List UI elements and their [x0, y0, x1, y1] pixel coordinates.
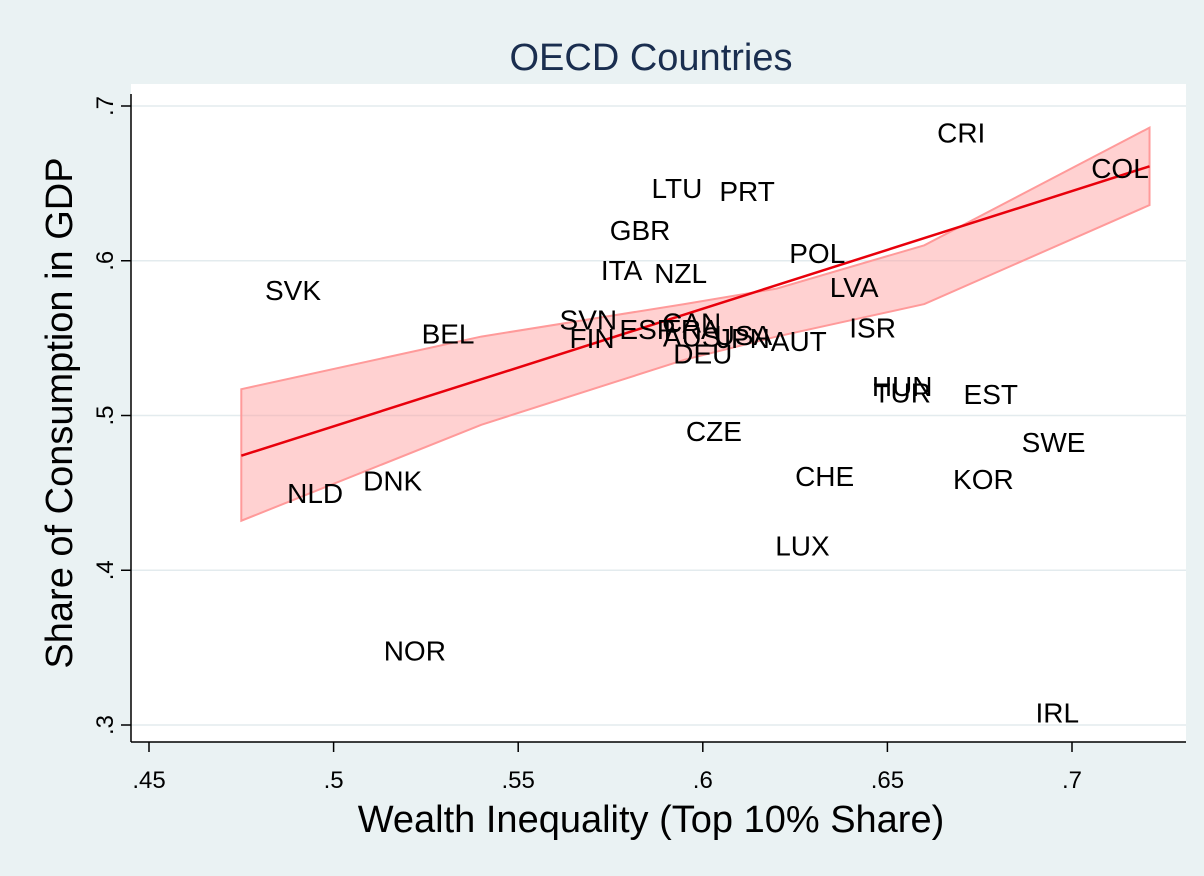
confidence-band	[240, 126, 1151, 523]
point-label-est: EST	[964, 379, 1018, 410]
point-label-cze: CZE	[686, 416, 742, 447]
point-label-esp: ESP	[619, 314, 675, 345]
point-label-deu: DEU	[673, 339, 732, 370]
plot-area	[131, 84, 1186, 742]
x-axis-title: Wealth Inequality (Top 10% Share)	[358, 799, 945, 841]
x-tick-label: .65	[871, 767, 904, 794]
gridlines	[131, 105, 1186, 726]
point-label-nzl: NZL	[654, 258, 707, 289]
point-label-col: COL	[1091, 153, 1149, 184]
point-label-nld: NLD	[287, 478, 343, 509]
point-label-swe: SWE	[1022, 427, 1086, 458]
point-label-aus: AUS	[663, 322, 721, 353]
point-label-irl: IRL	[1035, 698, 1079, 729]
point-label-aut: AUT	[771, 326, 827, 357]
y-tick-label: .7	[92, 96, 119, 116]
point-label-isr: ISR	[849, 312, 896, 343]
point-label-tur: TUR	[873, 377, 931, 408]
x-tick-label: .6	[693, 767, 713, 794]
y-tick-label: .4	[92, 560, 119, 580]
point-label-lva: LVA	[830, 272, 879, 303]
x-tick-label: .45	[132, 767, 165, 794]
y-tick-label: .6	[92, 251, 119, 271]
point-label-prt: PRT	[719, 176, 775, 207]
point-label-bel: BEL	[422, 318, 475, 349]
point-label-ita: ITA	[601, 255, 643, 286]
point-labels: CRI COL LTU PRT GBR POL SVK ITA NZL LVA SVN CAN ISR B…	[265, 117, 1149, 728]
point-label-lux: LUX	[775, 530, 830, 561]
point-label-che: CHE	[795, 461, 854, 492]
x-tick-label: .5	[324, 767, 344, 794]
fit-line-layer	[240, 165, 1150, 457]
fit-line	[240, 165, 1150, 457]
point-label-kor: KOR	[953, 464, 1014, 495]
confidence-band-layer	[240, 126, 1151, 523]
point-label-hun: HUN	[872, 371, 933, 402]
point-label-nor: NOR	[384, 636, 446, 667]
point-label-can: CAN	[662, 308, 721, 339]
chart-title: OECD Countries	[510, 37, 793, 79]
point-label-fin: FIN	[569, 323, 614, 354]
point-label-gbr: GBR	[610, 215, 671, 246]
axes: .3 .4 .5 .6 .7 .45 .5 .55 .6 .65 .7	[92, 94, 1186, 794]
point-label-pol: POL	[789, 238, 845, 269]
y-axis-title: Share of Consumption in GDP	[39, 157, 81, 668]
point-label-svn: SVN	[560, 305, 618, 336]
point-label-fra: FRA	[664, 314, 720, 345]
x-tick-label: .55	[502, 767, 535, 794]
point-label-ltu: LTU	[652, 173, 703, 204]
y-tick-label: .3	[92, 715, 119, 735]
point-label-dnk: DNK	[363, 465, 422, 496]
x-tick-label: .7	[1062, 767, 1082, 794]
point-label-usa: USA	[715, 320, 773, 351]
point-label-svk: SVK	[265, 275, 321, 306]
y-tick-label: .5	[92, 405, 119, 425]
point-label-cri: CRI	[937, 117, 985, 148]
point-label-jpn: JPN	[717, 323, 770, 354]
